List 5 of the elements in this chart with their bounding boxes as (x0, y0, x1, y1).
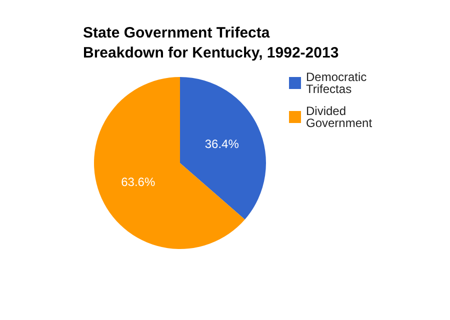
chart-title: State Government Trifecta Breakdown for Kentucky, 1992-2013 (83, 24, 339, 62)
legend-label: Democratic Trifectas (306, 70, 370, 96)
legend-label: Divided Government (306, 104, 373, 130)
data-label: 36.4% (204, 136, 240, 151)
data-label: 63.6% (121, 175, 156, 190)
